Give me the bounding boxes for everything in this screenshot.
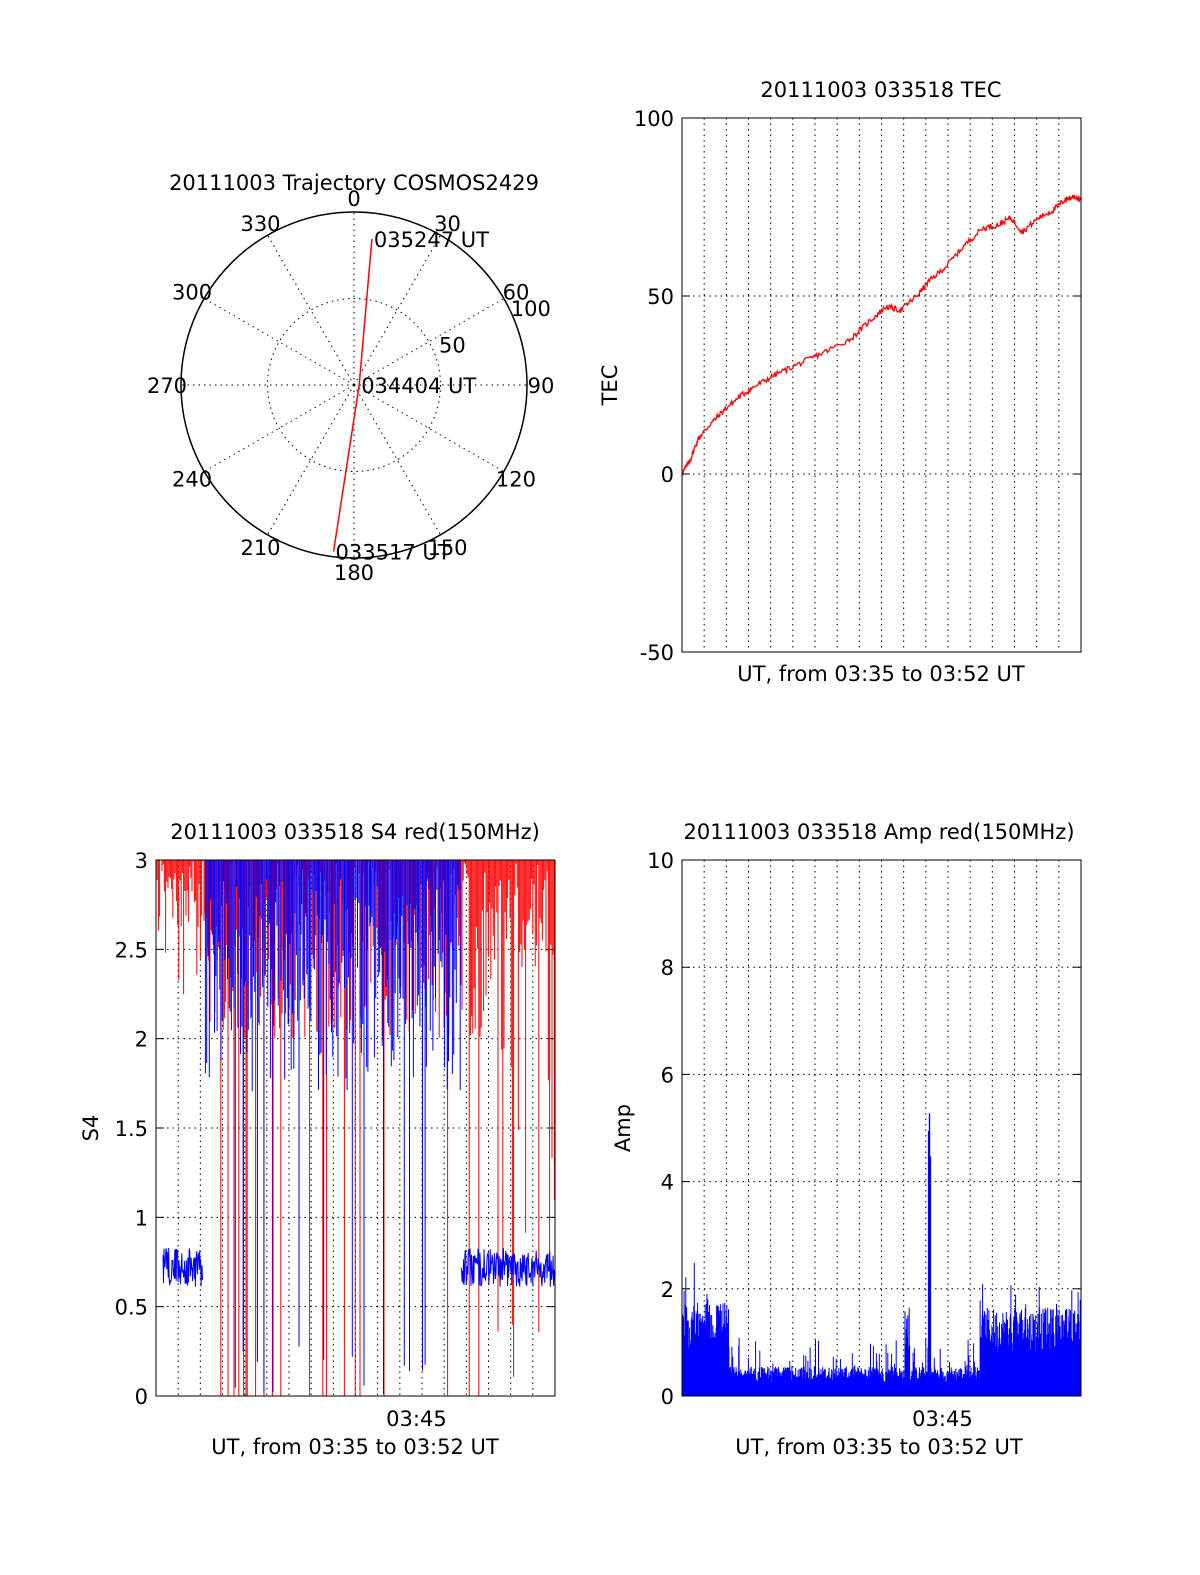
ytick-label: 4 [661,1171,674,1195]
polar-title: 20111003 Trajectory COSMOS2429 [169,171,539,195]
amp-xlabel: UT, from 03:35 to 03:52 UT [735,1435,1023,1459]
amp-title: 20111003 033518 Amp red(150MHz) [683,820,1074,844]
polar-grid [180,211,528,559]
amp-chart: 20111003 033518 Amp red(150MHz) 02468100… [611,820,1082,1459]
polar-azimuth-label: 0 [347,187,360,211]
polar-azimuth-label: 300 [172,281,212,305]
polar-trajectory-chart: 20111003 Trajectory COSMOS2429 035247 UT… [147,171,554,585]
polar-azimuth-label: 240 [172,468,212,492]
polar-azimuth-label: 210 [240,536,280,560]
polar-zenith-label: 100 [511,297,551,321]
s4-chart: 20111003 033518 S4 red(150MHz) 0 0.5 1 1.5 2… [79,820,556,1459]
tec-series [681,194,1082,476]
amp-plot-frame [681,859,1082,1397]
polar-spoke-210 [267,384,355,536]
s4-blue-baseline [162,1247,203,1287]
ytick-label: 10 [647,849,674,873]
polar-spoke-330 [267,234,355,386]
ytick-label: 50 [647,285,674,309]
ytick-label: 0 [661,463,674,487]
polar-azimuth-label: 90 [528,374,555,398]
ytick-label: 0 [661,1385,674,1409]
polar-azimuth-label: 120 [496,468,536,492]
polar-zenith-label: 50 [439,333,466,357]
tec-chart: 20111003 033518 TEC -50 0 50 100 UT, from 0… [598,78,1082,686]
xtick-label: 03:45 [386,1407,447,1431]
ytick-label: 0.5 [115,1296,148,1320]
polar-labels: 0 30 60 90 120 150 180 210 240 270 300 330 50 100 [147,187,554,585]
polar-trajectory: 035247 UT 034404 UT 033517 UT [332,228,489,565]
polar-outer-ring [180,211,528,559]
trajectory-line [332,238,373,552]
polar-spoke-30 [353,234,441,386]
polar-azimuth-label: 180 [334,561,374,585]
polar-ring-50 [267,298,441,472]
s4-blue-baseline [460,1247,556,1287]
polar-spoke-240 [203,384,355,472]
tec-tick-labels: -50 0 50 100 [634,107,674,665]
trajectory-time-label: 034404 UT [361,374,476,398]
amp-series-bars [681,1112,1082,1396]
polar-spoke-300 [203,298,355,386]
ytick-label: 2.5 [115,938,148,962]
amp-grid [682,859,1081,1397]
trajectory-time-label: 035247 UT [374,228,489,252]
trajectory-time-label: 033517 UT [336,541,451,565]
polar-spoke-120 [353,384,505,472]
s4-series [155,860,556,1396]
s4-ylabel: S4 [79,1115,103,1142]
s4-xlabel: UT, from 03:35 to 03:52 UT [211,1435,499,1459]
polar-spoke-150 [353,384,441,536]
polar-spoke-60 [353,298,505,386]
s4-blue-series [204,860,461,1395]
amp-tick-labels: 0 2 4 6 8 10 03:45 [647,849,972,1431]
tec-line [681,194,1082,476]
ytick-label: 1 [135,1206,148,1230]
polar-azimuth-label: 60 [503,281,530,305]
s4-title: 20111003 033518 S4 red(150MHz) [170,820,540,844]
xtick-label: 03:45 [912,1407,973,1431]
s4-plot-frame [155,859,556,1397]
polar-azimuth-label: 270 [147,374,187,398]
ytick-label: 6 [661,1063,674,1087]
polar-azimuth-label: 330 [240,212,280,236]
ytick-label: 100 [634,107,674,131]
ytick-label: -50 [640,641,674,665]
tec-ylabel: TEC [598,365,622,407]
ytick-label: 2 [661,1278,674,1302]
ytick-label: 8 [661,956,674,980]
ytick-label: 2 [135,1028,148,1052]
ytick-label: 1.5 [115,1117,148,1141]
ytick-label: 3 [135,849,148,873]
tec-grid [682,117,1081,653]
ytick-label: 0 [135,1385,148,1409]
tec-title: 20111003 033518 TEC [760,78,1001,102]
s4-tick-labels: 0 0.5 1 1.5 2 2.5 3 03:45 [115,849,447,1431]
tec-plot-frame [681,117,1082,653]
tec-xlabel: UT, from 03:35 to 03:52 UT [737,662,1025,686]
polar-azimuth-label: 30 [434,212,461,236]
amp-series [681,1112,1082,1396]
amp-ylabel: Amp [611,1104,635,1152]
polar-azimuth-label: 150 [427,536,467,560]
